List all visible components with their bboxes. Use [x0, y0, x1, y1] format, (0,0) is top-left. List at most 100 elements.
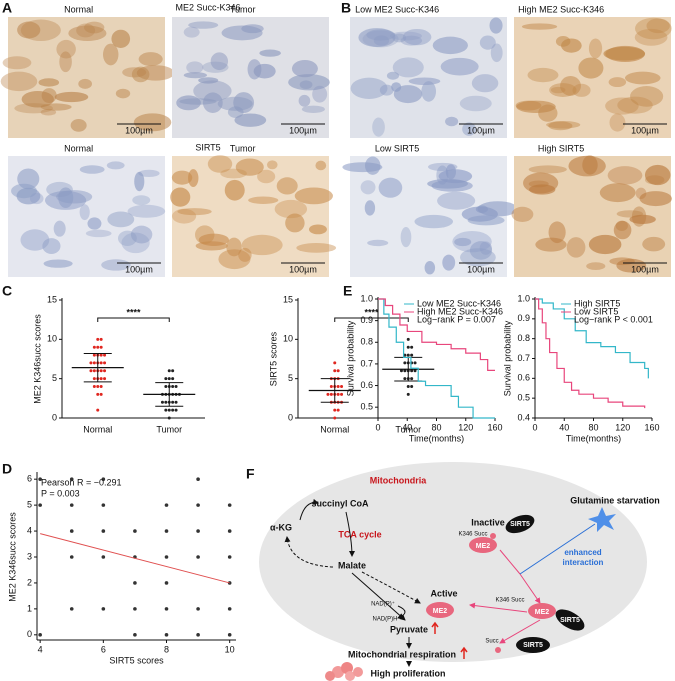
data-dot	[101, 503, 106, 507]
up-arrow	[431, 621, 439, 634]
tissue-texture	[70, 118, 87, 132]
tissue-texture	[642, 236, 666, 252]
x-axis-title: Time(months)	[566, 433, 621, 443]
tissue-texture	[624, 71, 661, 85]
tissue-texture	[111, 29, 131, 48]
protein-label: ME2	[433, 608, 448, 615]
tissue-texture	[177, 208, 212, 216]
tissue-texture	[38, 78, 60, 87]
y-tick-label: 4	[27, 525, 32, 535]
cofactor: NAD(P)⁺	[371, 601, 395, 608]
tissue-texture	[523, 172, 559, 194]
tissue-texture	[635, 17, 672, 40]
tissue-texture	[462, 122, 476, 136]
tissue-texture	[467, 215, 505, 226]
tissue-texture	[294, 187, 333, 205]
tissue-texture	[241, 234, 283, 256]
tissue-texture	[56, 190, 93, 204]
data-dot	[69, 555, 74, 559]
tissue-texture	[138, 52, 163, 67]
tissue-texture	[392, 33, 407, 43]
tissue-texture	[235, 158, 264, 176]
y-tick-label: 1	[27, 603, 32, 613]
x-tick-label: 8	[164, 644, 169, 654]
x-tick-label: Tumor	[156, 424, 182, 434]
tissue-texture	[54, 91, 89, 103]
tissue-texture	[59, 51, 72, 73]
protein	[505, 514, 535, 534]
tissue-texture	[566, 237, 586, 258]
protein	[516, 637, 550, 653]
data-dot	[164, 408, 168, 412]
data-dot	[103, 361, 107, 365]
image-title: High ME2 Succ-K346	[518, 4, 604, 14]
tissue-texture	[548, 121, 573, 131]
tissue-texture	[437, 191, 476, 210]
data-dot	[406, 337, 410, 341]
data-dot	[406, 385, 410, 389]
image-title: Tumor	[230, 143, 256, 153]
tissue-texture	[17, 21, 41, 39]
data-dot	[171, 400, 175, 404]
data-dot	[410, 369, 414, 373]
y-axis-title: SIRT5 scores	[268, 331, 278, 386]
tissue-texture	[247, 59, 262, 80]
y-tick-label: 0	[288, 412, 293, 422]
tissue-texture	[586, 262, 606, 270]
tissue-texture	[79, 165, 105, 174]
tissue-texture	[79, 204, 90, 221]
data-dot	[227, 503, 232, 507]
sd-bar	[83, 352, 112, 383]
data-dot	[103, 369, 107, 373]
y-tick-label: 0.6	[360, 380, 373, 390]
data-dot	[167, 408, 171, 412]
data-dot	[164, 607, 169, 611]
tissue-texture	[241, 24, 264, 34]
succ-group	[495, 647, 501, 653]
tissue-texture	[454, 237, 472, 247]
tissue-texture	[233, 92, 255, 114]
y-tick-label: 0.5	[517, 393, 530, 403]
tissue-texture	[358, 28, 396, 48]
data-dot	[403, 369, 407, 373]
tissue-texture	[616, 210, 644, 218]
tissue-texture	[629, 214, 656, 225]
y-tick-label: 0.6	[517, 373, 530, 383]
arrow	[499, 619, 541, 644]
legend-label: Low ME2 Succ-K346	[417, 298, 501, 308]
survival-curve	[535, 298, 649, 379]
process-label: Mitochondrial respiration	[348, 649, 456, 659]
significance-bracket	[97, 317, 170, 322]
data-dot	[399, 369, 403, 373]
data-dot	[164, 400, 168, 404]
tissue-texture	[613, 220, 632, 240]
tissue-texture	[535, 237, 567, 252]
tissue-texture	[53, 220, 66, 237]
data-dot	[336, 369, 340, 373]
tissue-texture	[132, 195, 151, 206]
x-tick-label: 6	[101, 644, 106, 654]
data-dot	[133, 529, 137, 533]
tissue-texture	[127, 204, 166, 218]
tissue-texture	[136, 65, 175, 81]
metabolite: succinyl CoA	[311, 498, 369, 508]
tissue-texture	[248, 196, 279, 204]
scale-label: 100µm	[631, 125, 659, 135]
y-tick-label: 5	[52, 373, 57, 383]
data-dot	[164, 555, 169, 559]
data-dot	[92, 369, 96, 373]
tissue-texture	[391, 82, 402, 92]
tissue-texture	[372, 117, 385, 137]
y-tick-label: 0	[52, 412, 57, 422]
tissue-texture	[134, 171, 145, 192]
cell-cluster	[325, 662, 363, 681]
tissue-texture	[40, 108, 57, 116]
tissue-texture	[85, 229, 112, 238]
data-dot	[227, 607, 232, 611]
data-dot	[336, 408, 340, 412]
tissue-texture	[364, 156, 381, 175]
y-axis-title: Survival probability	[345, 320, 355, 396]
y-tick-label: 5	[288, 373, 293, 383]
legend-label: Low SIRT5	[574, 306, 618, 316]
